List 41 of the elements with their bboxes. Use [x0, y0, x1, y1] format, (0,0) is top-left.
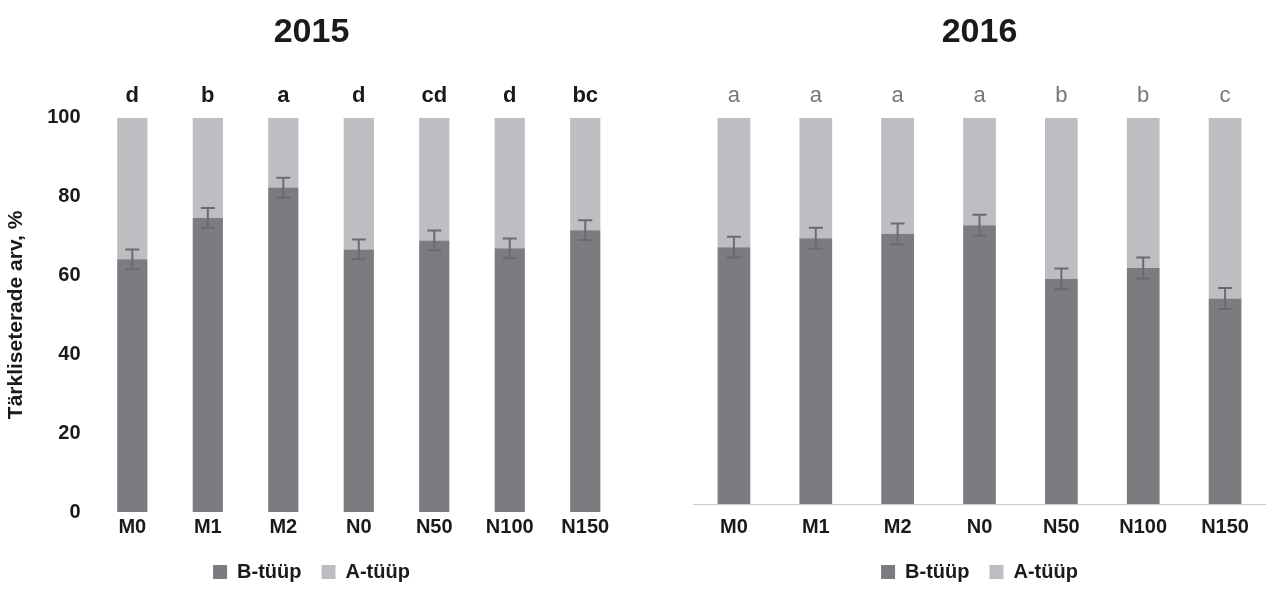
text: b [1055, 82, 1068, 108]
y-tick-label: 0 [69, 499, 81, 522]
y-tick-label: 20 [58, 420, 81, 443]
text: d [503, 82, 517, 108]
x-tick-label: M2 [269, 514, 298, 537]
legend-label: B-tüüp [905, 559, 970, 582]
chart-title: 2015 [273, 10, 350, 49]
text: a [809, 82, 823, 108]
text: a [727, 82, 741, 108]
legend-label: A-tüüp [345, 559, 410, 582]
x-tick-label: M0 [720, 514, 748, 537]
y-tick-label: 40 [58, 341, 81, 364]
x-tick-label: M0 [118, 514, 147, 537]
y-tick-label: 80 [58, 184, 81, 207]
x-tick-label: M1 [801, 514, 830, 537]
text: c [1219, 82, 1231, 108]
text: a [973, 82, 987, 108]
x-tick-label: M1 [193, 514, 222, 537]
x-tick-label: N100 [485, 514, 534, 537]
x-tick-label: M2 [883, 514, 912, 537]
x-tick-label: N0 [346, 514, 372, 537]
text: d [125, 82, 140, 108]
text: b [1137, 82, 1150, 108]
text: a [277, 82, 291, 108]
y-axis-title: Tärkliseterade arv, % [3, 210, 27, 420]
y-tick-label: 60 [58, 263, 81, 285]
legend-label: A-tüüp [1013, 559, 1078, 582]
x-tick-label: N150 [561, 514, 610, 537]
text: d [352, 82, 366, 108]
y-tick-label: 100 [47, 105, 81, 128]
x-tick-label: N150 [1201, 514, 1249, 537]
x-tick-label: N100 [1119, 514, 1168, 537]
legend-label: B-tüüp [237, 559, 302, 582]
text: cd [421, 82, 448, 108]
x-tick-label: N0 [966, 514, 993, 537]
chart-title: 2016 [941, 10, 1018, 49]
x-tick-label: N50 [415, 514, 453, 537]
text: b [201, 82, 215, 108]
text: a [891, 82, 905, 108]
text: bc [572, 82, 599, 108]
x-tick-label: N50 [1043, 514, 1080, 537]
